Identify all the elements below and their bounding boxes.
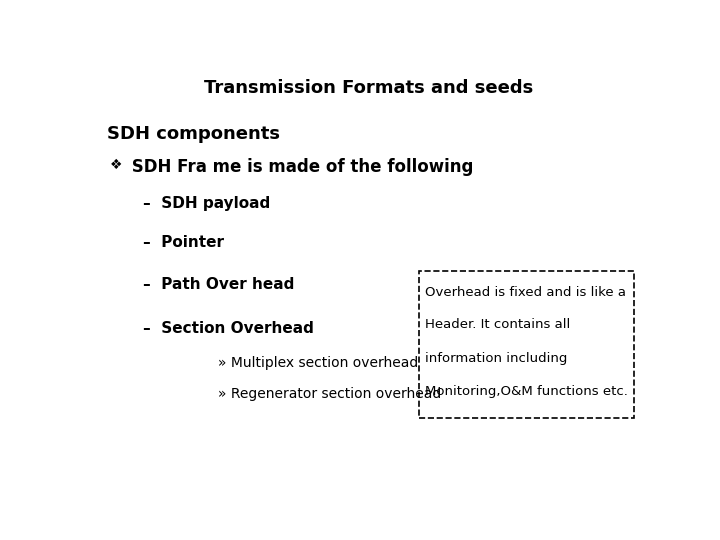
Text: SDH Fra me is made of the following: SDH Fra me is made of the following [126, 158, 474, 177]
Text: SDH components: SDH components [107, 125, 280, 143]
Text: ❖: ❖ [109, 158, 122, 172]
Text: –  Pointer: – Pointer [143, 235, 224, 250]
Text: Monitoring,O&M functions etc.: Monitoring,O&M functions etc. [425, 385, 628, 398]
Text: » Regenerator section overhead: » Regenerator section overhead [218, 387, 441, 401]
Text: information including: information including [425, 352, 567, 365]
Text: Transmission Formats and seeds: Transmission Formats and seeds [204, 79, 534, 97]
Text: » Multiplex section overhead: » Multiplex section overhead [218, 356, 418, 370]
Text: –  Path Over head: – Path Over head [143, 277, 294, 292]
Text: Header. It contains all: Header. It contains all [425, 319, 570, 332]
Text: Overhead is fixed and is like a: Overhead is fixed and is like a [425, 286, 626, 299]
Text: –  SDH payload: – SDH payload [143, 196, 270, 211]
Text: –  Section Overhead: – Section Overhead [143, 321, 314, 335]
FancyBboxPatch shape [419, 271, 634, 418]
